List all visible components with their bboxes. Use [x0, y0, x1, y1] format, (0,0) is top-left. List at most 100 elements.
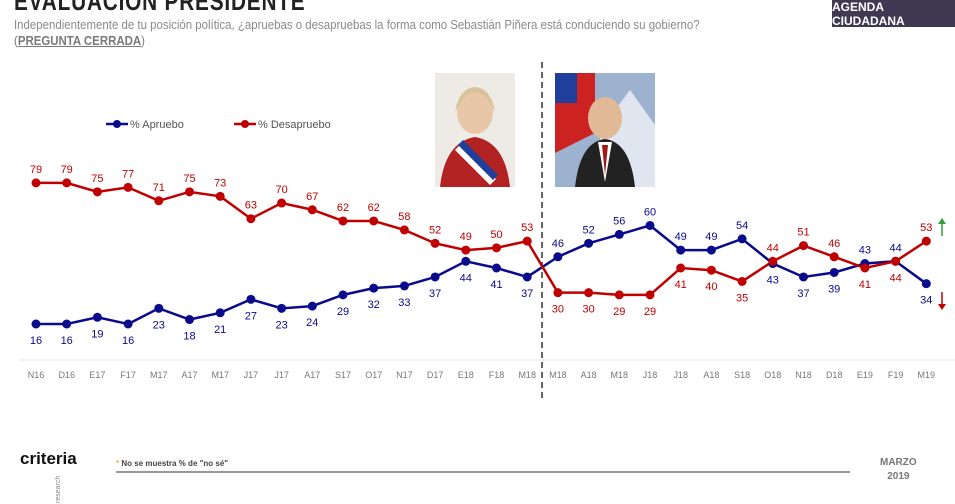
point-apruebo — [461, 256, 471, 266]
series-line-desapruebo — [36, 181, 927, 297]
x-tick-label: M18 — [611, 370, 629, 380]
x-tick-label: J17 — [244, 370, 259, 380]
data-label-apruebo: 46 — [552, 238, 564, 250]
data-label-apruebo: 21 — [214, 324, 226, 336]
x-tick-label: E19 — [857, 370, 873, 380]
criteria-logo-sub: research — [55, 475, 62, 503]
data-label-desapruebo: 70 — [275, 184, 287, 196]
data-label-desapruebo: 58 — [398, 211, 410, 223]
point-apruebo — [921, 279, 931, 289]
data-label-desapruebo: 73 — [214, 177, 226, 189]
x-tick-label: D17 — [427, 370, 444, 380]
x-tick-label: N18 — [795, 370, 812, 380]
data-label-desapruebo: 75 — [183, 173, 195, 185]
x-tick-label: E17 — [89, 370, 105, 380]
data-label-desapruebo: 75 — [91, 173, 103, 185]
data-label-desapruebo: 71 — [153, 182, 165, 194]
point-desapruebo — [246, 214, 256, 224]
data-label-apruebo: 16 — [61, 335, 73, 347]
data-label-apruebo: 29 — [337, 306, 349, 318]
point-apruebo — [737, 234, 747, 244]
point-desapruebo — [553, 288, 563, 298]
point-desapruebo — [461, 245, 471, 255]
pinera-photo — [555, 73, 655, 187]
legend-desapruebo: % Desapruebo — [258, 119, 331, 131]
point-apruebo — [215, 308, 225, 318]
point-desapruebo — [492, 243, 501, 253]
point-desapruebo — [31, 178, 41, 188]
data-label-apruebo: 43 — [767, 275, 779, 287]
down-arrow-icon — [938, 292, 946, 310]
series-line-apruebo — [36, 224, 928, 326]
point-desapruebo — [154, 196, 164, 206]
data-label-desapruebo: 51 — [797, 227, 809, 239]
data-label-apruebo: 18 — [183, 331, 195, 343]
point-apruebo — [246, 294, 256, 304]
data-label-desapruebo: 41 — [859, 279, 871, 291]
data-label-apruebo: 44 — [460, 272, 472, 284]
survey-question: Independientemente de tu posición políti… — [14, 17, 700, 32]
x-tick-label: M18 — [518, 370, 536, 380]
point-desapruebo — [277, 198, 287, 208]
point-apruebo — [645, 220, 655, 230]
point-desapruebo — [62, 178, 72, 188]
data-label-desapruebo: 41 — [675, 279, 687, 291]
point-desapruebo — [706, 265, 716, 275]
data-label-desapruebo: 67 — [306, 191, 318, 203]
point-apruebo — [31, 319, 41, 329]
point-desapruebo — [645, 290, 655, 300]
data-label-desapruebo: 62 — [368, 202, 380, 214]
data-label-apruebo: 37 — [521, 288, 533, 300]
point-desapruebo — [860, 263, 870, 273]
x-tick-label: D16 — [58, 370, 75, 380]
point-apruebo — [154, 303, 164, 313]
point-apruebo — [307, 301, 317, 311]
point-apruebo — [584, 238, 594, 248]
point-apruebo — [706, 245, 716, 255]
x-tick-label: M19 — [918, 370, 936, 380]
data-label-apruebo: 41 — [490, 279, 502, 291]
data-label-apruebo: 56 — [613, 215, 625, 227]
x-tick-label: J17 — [274, 370, 289, 380]
point-desapruebo — [92, 187, 102, 197]
data-label-desapruebo: 35 — [736, 292, 748, 304]
point-desapruebo — [799, 241, 808, 251]
point-apruebo — [522, 272, 532, 282]
data-label-apruebo: 24 — [306, 317, 318, 329]
data-label-apruebo: 52 — [582, 224, 594, 236]
point-apruebo — [553, 252, 563, 262]
x-tick-label: N17 — [396, 370, 413, 380]
data-label-apruebo: 43 — [859, 245, 871, 257]
footnote: * No se muestra % de "no sé" — [116, 459, 229, 468]
data-label-apruebo: 37 — [429, 288, 441, 300]
data-label-desapruebo: 44 — [767, 242, 779, 254]
data-label-apruebo: 44 — [889, 242, 901, 254]
question-type: (PREGUNTA CERRADA) — [14, 33, 145, 48]
x-tick-label: J18 — [673, 370, 688, 380]
data-label-desapruebo: 46 — [828, 238, 840, 250]
point-apruebo — [92, 312, 102, 322]
point-desapruebo — [829, 252, 839, 262]
point-desapruebo — [338, 216, 348, 226]
x-tick-label: D18 — [826, 370, 843, 380]
point-apruebo — [399, 281, 409, 291]
data-label-desapruebo: 77 — [122, 168, 134, 180]
up-arrow-icon — [938, 218, 946, 236]
x-tick-label: S17 — [335, 370, 351, 380]
data-label-apruebo: 39 — [828, 283, 840, 295]
point-desapruebo — [921, 236, 931, 246]
data-label-desapruebo: 63 — [245, 200, 257, 212]
x-tick-label: A17 — [304, 370, 320, 380]
page-title: EVALUACIÓN PRESIDENTE — [14, 0, 306, 16]
data-label-desapruebo: 79 — [30, 164, 42, 176]
point-apruebo — [676, 245, 686, 255]
data-label-apruebo: 49 — [675, 231, 687, 243]
point-desapruebo — [676, 263, 686, 273]
data-label-desapruebo: 53 — [521, 222, 533, 234]
data-label-apruebo: 16 — [122, 335, 134, 347]
data-label-apruebo: 32 — [368, 299, 380, 311]
bachelet-photo — [435, 73, 515, 187]
point-apruebo — [338, 290, 348, 300]
x-tick-label: M17 — [211, 370, 229, 380]
data-label-desapruebo: 29 — [613, 306, 625, 318]
